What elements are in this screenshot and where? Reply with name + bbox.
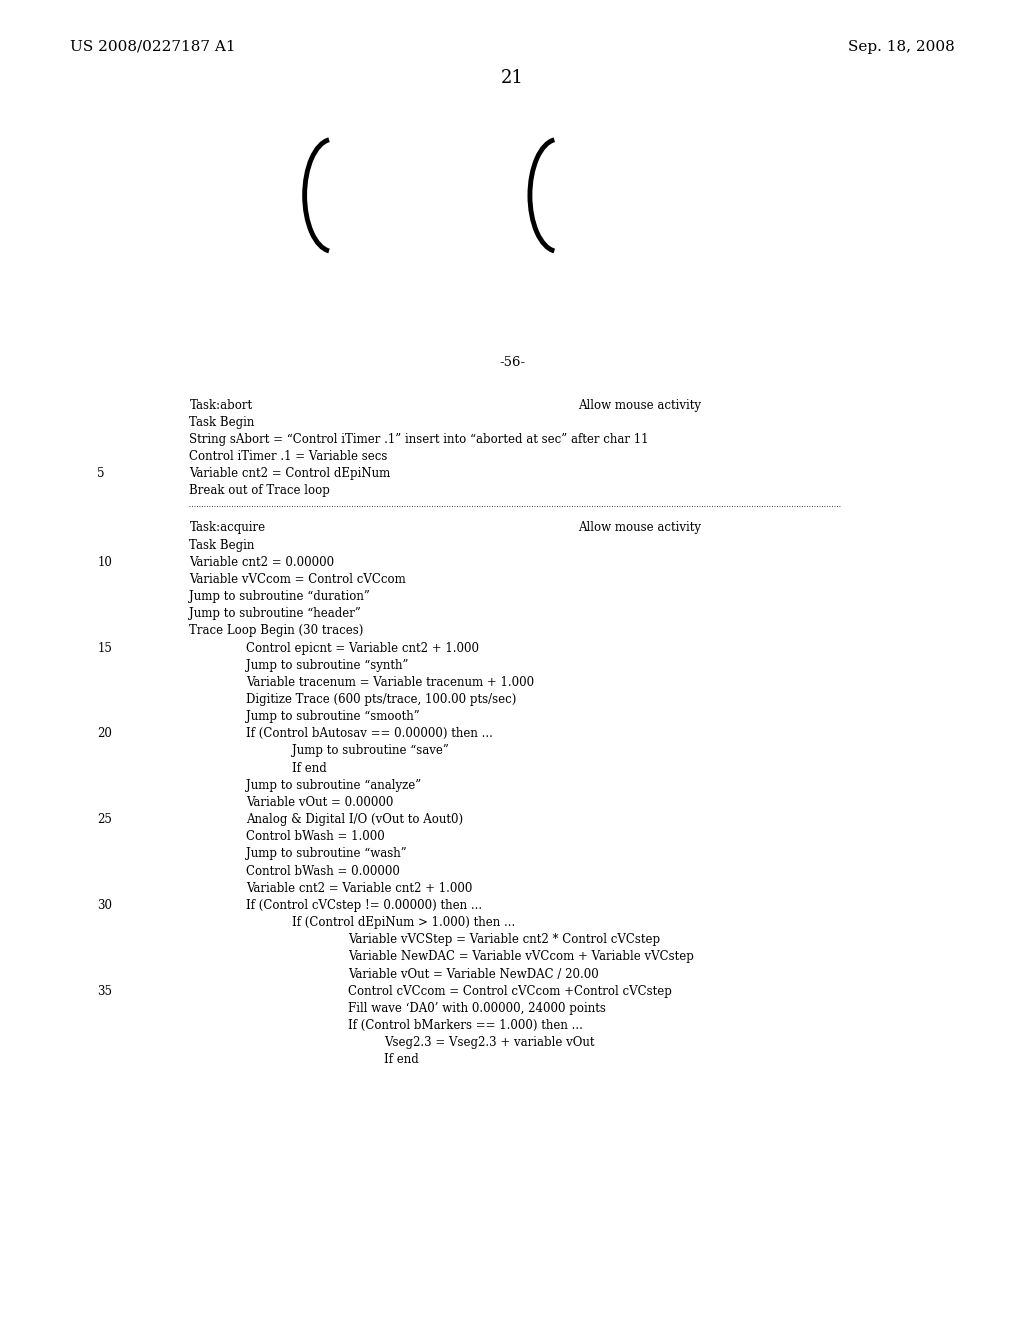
Text: Variable NewDAC = Variable vVCcom + Variable vVCstep: Variable NewDAC = Variable vVCcom + Vari…	[348, 950, 694, 964]
Text: Variable vOut = Variable NewDAC / 20.00: Variable vOut = Variable NewDAC / 20.00	[348, 968, 599, 981]
Text: Variable vVCStep = Variable cnt2 * Control cVCstep: Variable vVCStep = Variable cnt2 * Contr…	[348, 933, 660, 946]
Text: 25: 25	[97, 813, 113, 826]
Text: US 2008/0227187 A1: US 2008/0227187 A1	[70, 40, 236, 54]
Text: Jump to subroutine “duration”: Jump to subroutine “duration”	[189, 590, 371, 603]
Text: 15: 15	[97, 642, 113, 655]
Text: 30: 30	[97, 899, 113, 912]
Text: Digitize Trace (600 pts/trace, 100.00 pts/sec): Digitize Trace (600 pts/trace, 100.00 pt…	[246, 693, 516, 706]
Text: 5: 5	[97, 467, 104, 480]
Text: Jump to subroutine “save”: Jump to subroutine “save”	[292, 744, 449, 758]
Text: Control cVCcom = Control cVCcom +Control cVCstep: Control cVCcom = Control cVCcom +Control…	[348, 985, 672, 998]
Text: Jump to subroutine “analyze”: Jump to subroutine “analyze”	[246, 779, 421, 792]
Text: 21: 21	[501, 69, 523, 87]
Text: 10: 10	[97, 556, 113, 569]
Text: If (Control cVCstep != 0.00000) then ...: If (Control cVCstep != 0.00000) then ...	[246, 899, 482, 912]
Text: Control bWash = 1.000: Control bWash = 1.000	[246, 830, 384, 843]
Text: Task Begin: Task Begin	[189, 416, 255, 429]
Text: Jump to subroutine “synth”: Jump to subroutine “synth”	[246, 659, 409, 672]
Text: If end: If end	[384, 1053, 419, 1067]
Text: Break out of Trace loop: Break out of Trace loop	[189, 484, 331, 498]
Text: Jump to subroutine “smooth”: Jump to subroutine “smooth”	[246, 710, 420, 723]
Text: If (Control dEpiNum > 1.000) then ...: If (Control dEpiNum > 1.000) then ...	[292, 916, 515, 929]
Text: If (Control bAutosav == 0.00000) then ...: If (Control bAutosav == 0.00000) then ..…	[246, 727, 493, 741]
Text: Variable vOut = 0.00000: Variable vOut = 0.00000	[246, 796, 393, 809]
Text: Jump to subroutine “wash”: Jump to subroutine “wash”	[246, 847, 407, 861]
Text: Vseg2.3 = Vseg2.3 + variable vOut: Vseg2.3 = Vseg2.3 + variable vOut	[384, 1036, 595, 1049]
Text: Variable tracenum = Variable tracenum + 1.000: Variable tracenum = Variable tracenum + …	[246, 676, 534, 689]
Text: If end: If end	[292, 762, 327, 775]
Text: Control epicnt = Variable cnt2 + 1.000: Control epicnt = Variable cnt2 + 1.000	[246, 642, 479, 655]
Text: Analog & Digital I/O (vOut to Aout0): Analog & Digital I/O (vOut to Aout0)	[246, 813, 463, 826]
Text: Variable vVCcom = Control cVCcom: Variable vVCcom = Control cVCcom	[189, 573, 407, 586]
Text: 35: 35	[97, 985, 113, 998]
Text: Task:acquire: Task:acquire	[189, 521, 265, 535]
Text: Task:abort: Task:abort	[189, 399, 253, 412]
Text: Allow mouse activity: Allow mouse activity	[579, 521, 701, 535]
Text: Fill wave ‘DA0’ with 0.00000, 24000 points: Fill wave ‘DA0’ with 0.00000, 24000 poin…	[348, 1002, 606, 1015]
Text: Trace Loop Begin (30 traces): Trace Loop Begin (30 traces)	[189, 624, 364, 638]
Text: Sep. 18, 2008: Sep. 18, 2008	[848, 40, 954, 54]
Text: 20: 20	[97, 727, 113, 741]
Text: Control iTimer .1 = Variable secs: Control iTimer .1 = Variable secs	[189, 450, 388, 463]
Text: String sAbort = “Control iTimer .1” insert into “aborted at sec” after char 11: String sAbort = “Control iTimer .1” inse…	[189, 433, 649, 446]
Text: Control bWash = 0.00000: Control bWash = 0.00000	[246, 865, 399, 878]
Text: Task Begin: Task Begin	[189, 539, 255, 552]
Text: Allow mouse activity: Allow mouse activity	[579, 399, 701, 412]
Text: -56-: -56-	[499, 356, 525, 370]
Text: Variable cnt2 = 0.00000: Variable cnt2 = 0.00000	[189, 556, 335, 569]
Text: Variable cnt2 = Variable cnt2 + 1.000: Variable cnt2 = Variable cnt2 + 1.000	[246, 882, 472, 895]
Text: Variable cnt2 = Control dEpiNum: Variable cnt2 = Control dEpiNum	[189, 467, 391, 480]
Text: Jump to subroutine “header”: Jump to subroutine “header”	[189, 607, 361, 620]
Text: If (Control bMarkers == 1.000) then ...: If (Control bMarkers == 1.000) then ...	[348, 1019, 583, 1032]
